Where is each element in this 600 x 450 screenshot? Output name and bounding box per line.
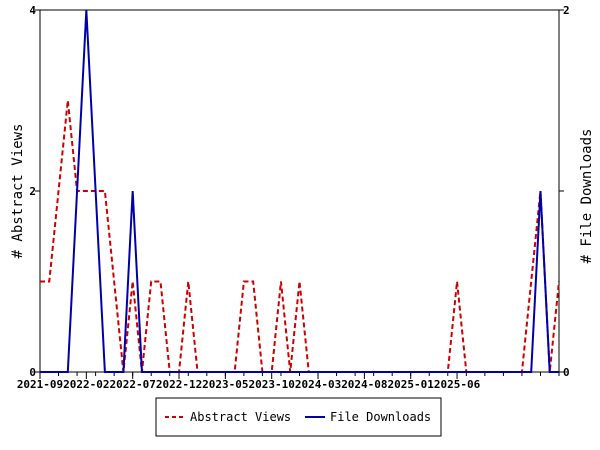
legend-box	[155, 397, 442, 437]
right-y-tick-label: 2	[563, 4, 570, 17]
x-tick-label: 2025-06	[434, 378, 481, 391]
legend: Abstract Views File Downloads	[155, 397, 442, 437]
x-axis: 2021-09 2022-02 2022-07 2022-12 2023-05 2023-…	[17, 372, 560, 391]
left-y-axis: 0 2 4	[29, 4, 40, 379]
right-y-tick-label: 0	[563, 366, 570, 379]
series-line-abstract-views	[40, 100, 560, 373]
series-layer	[40, 9, 560, 373]
x-tick-label: 2025-01	[388, 378, 435, 391]
x-tick-label: 2023-10	[249, 378, 295, 391]
series-line-file-downloads	[40, 9, 559, 373]
left-y-tick-label: 0	[29, 366, 36, 379]
x-tick-label: 2021-09	[17, 378, 63, 391]
left-y-axis-title: # Abstract Views	[10, 124, 26, 259]
right-y-axis-title: # File Downloads	[579, 129, 595, 264]
x-tick-label: 2022-02	[63, 378, 109, 391]
x-tick-label: 2022-12	[156, 378, 202, 391]
x-tick-label: 2022-07	[109, 378, 155, 391]
x-tick-label: 2024-03	[295, 378, 341, 391]
left-y-tick-label: 2	[29, 185, 36, 198]
x-tick-label: 2023-05	[202, 378, 248, 391]
x-tick-label: 2024-08	[341, 378, 387, 391]
legend-label-abstract-views: Abstract Views	[190, 410, 291, 424]
left-y-tick-label: 4	[29, 4, 36, 17]
plot-frame	[39, 9, 560, 373]
right-y-axis: 02	[559, 4, 570, 379]
legend-label-file-downloads: File Downloads	[330, 410, 431, 424]
